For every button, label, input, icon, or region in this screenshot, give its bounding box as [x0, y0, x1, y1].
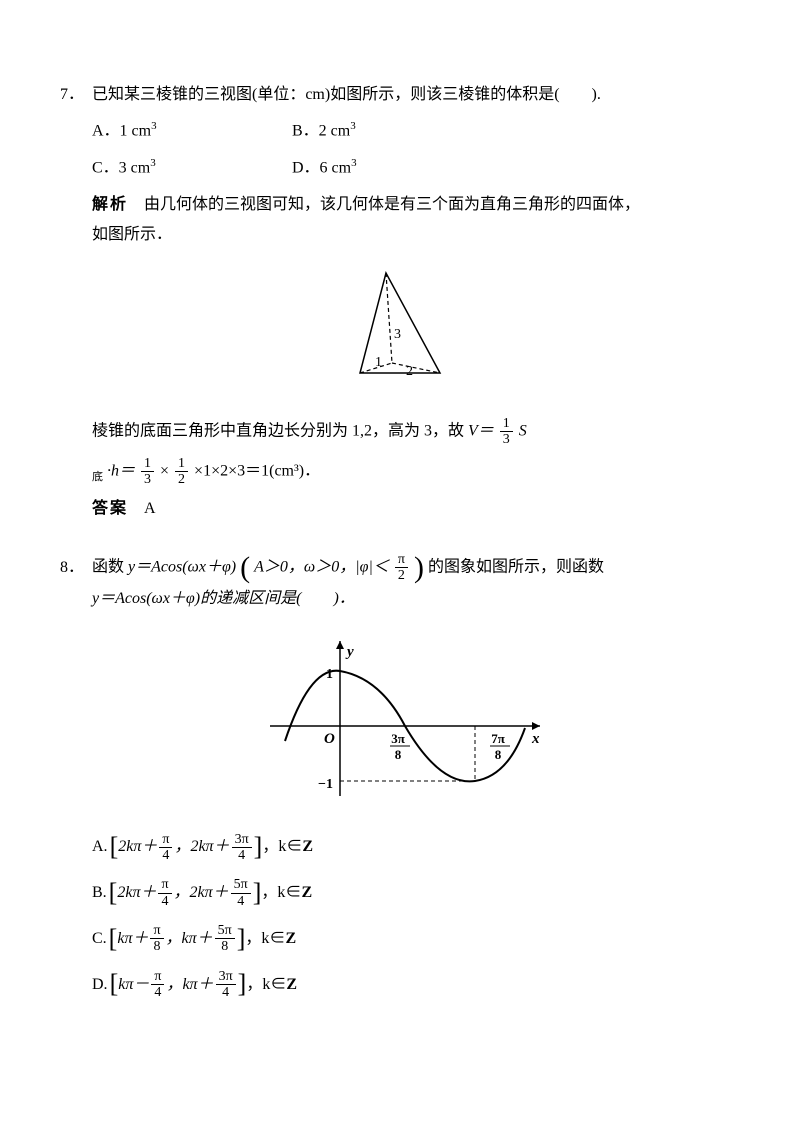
q8-text: 函数 y＝Acos(ωx＋φ) ( A＞0，ω＞0，|φ|＜ π2 ) 的图象如…	[92, 552, 740, 584]
q7-option-c: C．3 cm3	[92, 153, 292, 184]
q7-calc-line1: 棱锥的底面三角形中直角边长分别为 1,2，高为 3，故 V＝ 13 S	[92, 416, 740, 448]
svg-text:2: 2	[406, 364, 413, 379]
frac-1-3: 13	[500, 416, 513, 448]
left-bracket-icon: [	[110, 837, 119, 858]
q8-text-line2: y＝Acos(ωx＋φ)的递减区间是( )．	[92, 584, 740, 614]
q7-calc-line2: 底 ·h＝ 13 × 12 ×1×2×3＝1(cm³)．	[92, 456, 740, 488]
frac-pi-2: π2	[395, 552, 408, 584]
q8-option-b: B. [ 2kπ＋ π4 ，2kπ＋ 5π4 ] ，k∈Z	[92, 877, 740, 909]
q8-options: A. [ 2kπ＋ π4 ，2kπ＋ 3π4 ] ，k∈Z B. [ 2kπ＋ …	[92, 832, 740, 1001]
q8-option-d: D. [ kπ－ π4 ，kπ＋ 3π4 ] ，k∈Z	[92, 969, 740, 1001]
svg-text:y: y	[345, 644, 354, 660]
frac-1-2: 12	[175, 456, 188, 488]
q7-option-a: A．1 cm3	[92, 116, 292, 147]
q8-number: 8．	[60, 553, 92, 583]
q7-figure: 3 1 2	[60, 263, 740, 404]
q7-answer: 答案 A	[92, 494, 740, 524]
q7-stem: 7． 已知某三棱锥的三视图(单位：cm)如图所示，则该三棱锥的体积是( ).	[60, 80, 740, 110]
q8-option-c: C. [ kπ＋ π8 ，kπ＋ 5π8 ] ，k∈Z	[92, 923, 740, 955]
svg-text:1: 1	[375, 355, 382, 370]
q8-option-a: A. [ 2kπ＋ π4 ，2kπ＋ 3π4 ] ，k∈Z	[92, 832, 740, 864]
q7-text: 已知某三棱锥的三视图(单位：cm)如图所示，则该三棱锥的体积是( ).	[92, 80, 740, 110]
question-7: 7． 已知某三棱锥的三视图(单位：cm)如图所示，则该三棱锥的体积是( ). A…	[60, 80, 740, 524]
svg-text:1: 1	[326, 667, 333, 682]
solution-label: 解析	[92, 196, 128, 213]
question-8: 8． 函数 y＝Acos(ωx＋φ) ( A＞0，ω＞0，|φ|＜ π2 ) 的…	[60, 552, 740, 1001]
svg-text:−1: −1	[318, 777, 333, 792]
q7-sol-text2: 如图所示．	[92, 220, 740, 250]
q8-condition: A＞0，ω＞0，|φ|＜ π2	[254, 552, 410, 584]
q7-number: 7．	[60, 80, 92, 110]
tetrahedron-icon: 3 1 2	[330, 263, 470, 393]
svg-text:3: 3	[394, 327, 401, 342]
frac-1-3b: 13	[141, 456, 154, 488]
svg-text:7π: 7π	[491, 731, 505, 746]
cosine-graph-icon: y x O 1 −1 3π 8 7π 8	[250, 626, 550, 806]
svg-text:3π: 3π	[391, 731, 405, 746]
right-paren-icon: )	[414, 551, 424, 584]
q8-graph: y x O 1 −1 3π 8 7π 8	[60, 626, 740, 817]
q7-sol-text1: 由几何体的三视图可知，该几何体是有三个面为直角三角形的四面体，	[144, 196, 640, 213]
left-paren-icon: (	[240, 551, 250, 584]
q8-stem: 8． 函数 y＝Acos(ωx＋φ) ( A＞0，ω＞0，|φ|＜ π2 ) 的…	[60, 552, 740, 584]
q7-option-b: B．2 cm3	[292, 116, 492, 147]
q7-options-row2: C．3 cm3 D．6 cm3	[92, 153, 740, 184]
svg-text:8: 8	[395, 747, 402, 762]
svg-text:x: x	[531, 731, 540, 747]
q7-options-row1: A．1 cm3 B．2 cm3	[92, 116, 740, 147]
svg-text:O: O	[324, 731, 335, 747]
right-bracket-icon: ]	[254, 837, 263, 858]
q7-option-d: D．6 cm3	[292, 153, 492, 184]
q7-solution: 解析 由几何体的三视图可知，该几何体是有三个面为直角三角形的四面体，	[92, 190, 740, 220]
svg-text:8: 8	[495, 747, 502, 762]
